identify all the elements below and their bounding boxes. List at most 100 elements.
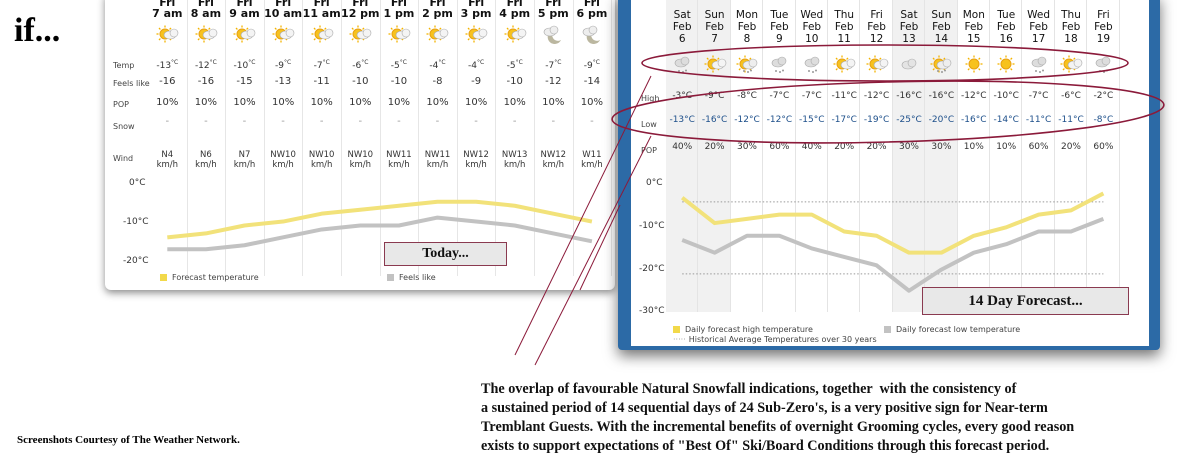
wind-unit: km/h <box>349 160 372 170</box>
date-label: 6 <box>678 33 686 45</box>
high-temp: -6°C <box>1061 91 1081 101</box>
feels-like-value: -10 <box>390 76 408 87</box>
day-column-bg <box>990 0 1023 312</box>
month-label: Feb <box>964 21 984 33</box>
sun-cloud-icon <box>465 25 488 43</box>
day-column-bg <box>731 0 764 312</box>
y-tick-30: -30°C <box>639 306 665 316</box>
high-temp: -10°C <box>993 91 1019 101</box>
hour-label: 1 pm <box>383 7 415 20</box>
low-temp: -12°C <box>734 115 760 125</box>
high-temp: -8°C <box>737 91 757 101</box>
sun-cloud-icon <box>195 25 218 43</box>
dow-label: Wed <box>800 9 824 21</box>
temp-cell: -9°C <box>573 59 612 71</box>
pop-value: 10% <box>233 97 256 108</box>
wind-unit: km/h <box>542 160 565 170</box>
day-column-bg <box>892 0 926 312</box>
column-divider <box>611 0 613 276</box>
pop-value: 30% <box>736 142 757 152</box>
column-divider <box>302 0 304 276</box>
credit-text: Screenshots Courtesy of The Weather Netw… <box>17 434 240 446</box>
sun-cloud-icon <box>704 55 726 73</box>
pop-value: 10% <box>963 142 984 152</box>
pop-value: 20% <box>866 142 887 152</box>
temp-unit: °C <box>322 59 330 66</box>
day-column-bg <box>828 0 861 312</box>
month-label: Feb <box>899 21 919 33</box>
sun-icon <box>965 55 983 73</box>
snow-value: - <box>551 116 556 127</box>
temp-unit: °C <box>515 59 523 66</box>
hour-label: 4 pm <box>499 7 531 20</box>
feels-like-value: -14 <box>583 76 601 87</box>
cloud-snow-icon <box>804 56 820 73</box>
wind-value: NW10 <box>270 150 296 160</box>
low-temp: -25°C <box>896 115 922 125</box>
temp-unit: °C <box>399 59 407 66</box>
dow-label: Fri <box>870 9 883 21</box>
date-label: 14 <box>934 33 949 45</box>
wind-value: N4 <box>161 150 174 160</box>
month-label: Feb <box>770 21 789 33</box>
wind-value: NW13 <box>501 150 528 160</box>
temp-unit: °C <box>438 59 446 66</box>
fourteen-day-annotation: 14 Day Forecast... <box>922 287 1129 315</box>
day-label: Fri <box>352 0 369 9</box>
temp-cell: -7°C <box>534 59 573 71</box>
wind-value: W11 <box>582 150 602 160</box>
temp-value: -7 <box>545 61 555 71</box>
low-temp: -15°C <box>799 115 825 125</box>
dow-label: Mon <box>962 9 985 21</box>
feels-like-value: -11 <box>313 76 330 87</box>
high-temp: -9°C <box>704 91 725 101</box>
today-annotation: Today... <box>384 242 507 266</box>
legend-high: Daily forecast high temperature <box>673 325 813 334</box>
day-label: Fri <box>468 0 485 9</box>
pop-value: 60% <box>769 142 790 152</box>
cloud-moon-icon <box>582 25 600 44</box>
dow-label: Tue <box>997 9 1016 21</box>
snow-value: - <box>435 116 440 127</box>
daily-forecast-panel: Sat Feb 6 -3°C -13°C 40% Sun Feb 7 -9°C … <box>631 0 1149 346</box>
row-label-low: Low <box>641 120 657 129</box>
date-label: 18 <box>1064 33 1078 45</box>
day-column-bg <box>763 0 796 312</box>
legend-forecast: Forecast temperature <box>160 273 259 282</box>
high-temp: -12°C <box>863 91 890 101</box>
pop-value: 60% <box>1028 142 1049 152</box>
dow-label: Wed <box>1027 9 1051 21</box>
pop-value: 10% <box>426 97 449 108</box>
high-temp: -16°C <box>928 91 955 101</box>
feels-like-value: -9 <box>471 76 482 87</box>
sun-icon <box>997 55 1015 73</box>
date-label: 12 <box>869 33 884 45</box>
dow-label: Thu <box>1061 9 1081 21</box>
row-label-feels: Feels like <box>113 79 150 88</box>
temp-value: -12 <box>194 61 210 71</box>
hour-label: 7 am <box>152 7 183 20</box>
snow-value: - <box>590 116 594 127</box>
row-label-snow: Snow <box>113 122 135 131</box>
wind-value: N6 <box>200 150 212 160</box>
high-temp: -3°C <box>672 91 693 101</box>
temp-value: -4 <box>429 61 439 71</box>
dow-label: Sat <box>900 9 918 21</box>
column-divider <box>495 0 497 276</box>
row-label-pop: POP <box>641 146 657 155</box>
month-label: Feb <box>1094 21 1113 33</box>
hour-label: 12 pm <box>341 7 380 20</box>
column-divider <box>379 0 381 276</box>
slide-title: if... <box>14 12 61 49</box>
day-column-bg <box>1055 0 1088 312</box>
dow-label: Sun <box>704 9 725 21</box>
wind-unit: km/h <box>310 160 333 170</box>
low-temp: -16°C <box>961 115 987 125</box>
column-divider <box>186 0 188 276</box>
pop-value: 10% <box>996 142 1017 152</box>
feels-like-value: -8 <box>432 76 443 87</box>
day-label: Fri <box>197 0 214 9</box>
legend-swatch-gray <box>884 326 891 333</box>
month-label: Feb <box>867 21 886 33</box>
cloud-snow-icon <box>1031 56 1046 73</box>
